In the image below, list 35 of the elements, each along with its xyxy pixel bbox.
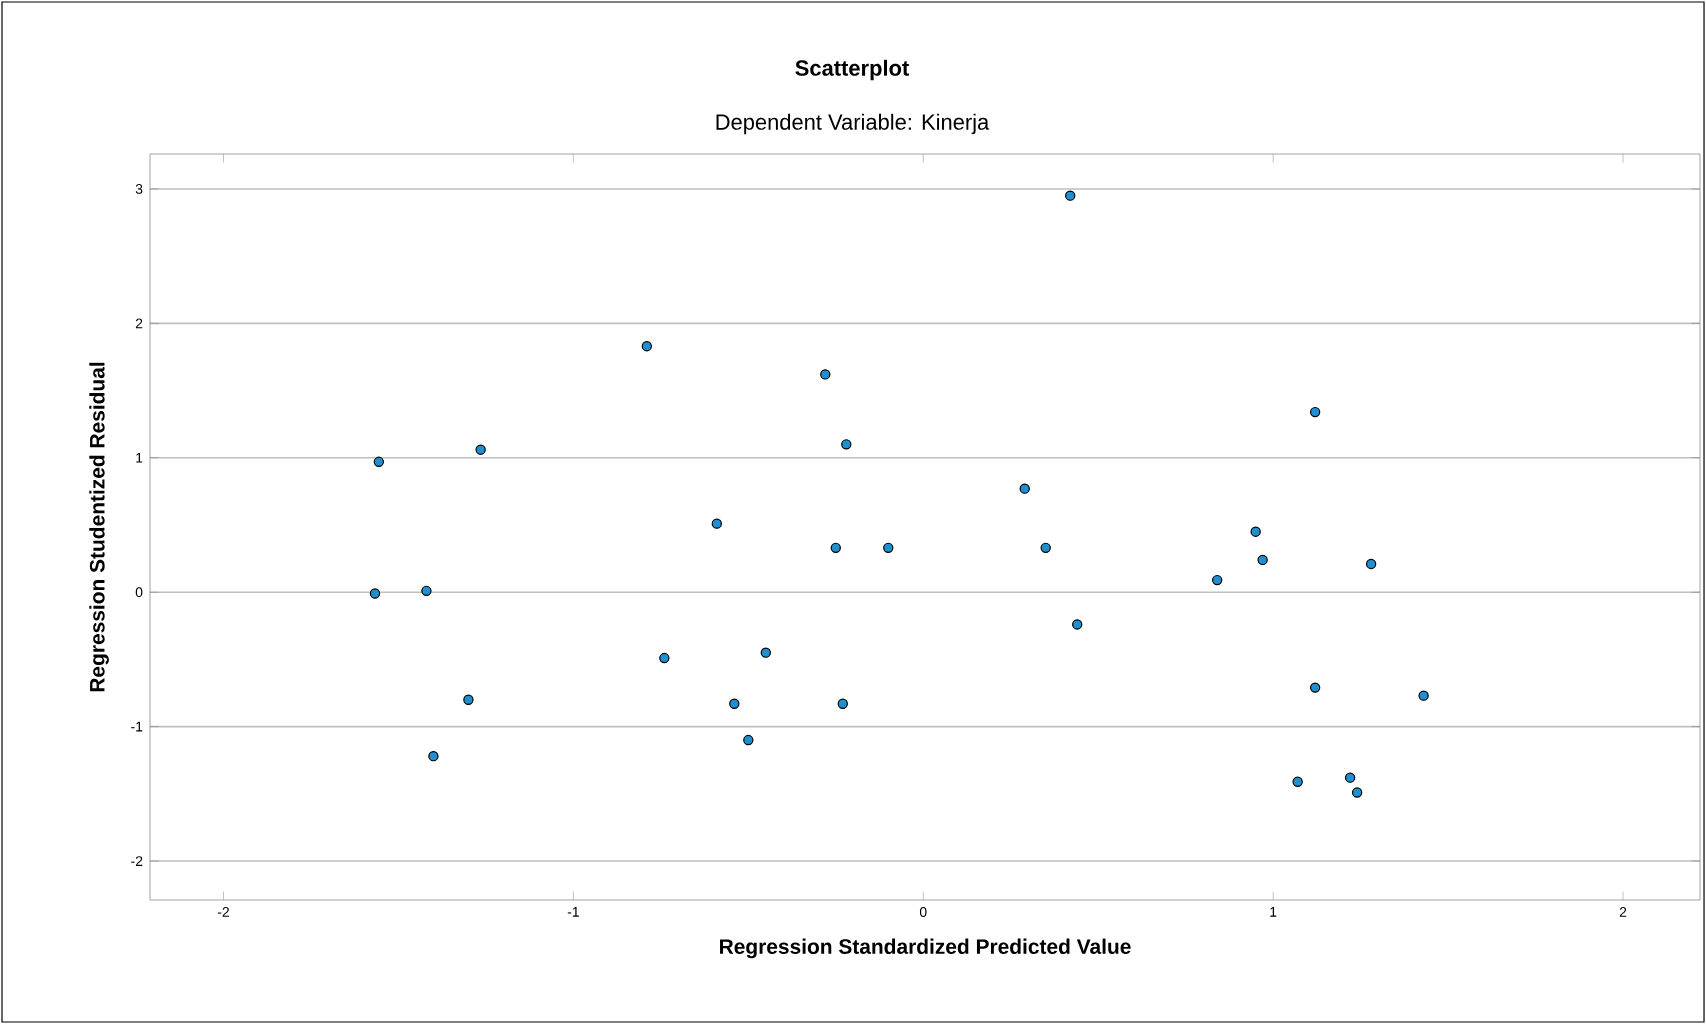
point (1292, 776, 1303, 787)
point (711, 518, 723, 529)
point (820, 369, 831, 380)
point (760, 647, 771, 658)
point (659, 652, 670, 664)
chart-title: Scatterplot (795, 59, 909, 81)
point (1418, 690, 1429, 701)
point (1309, 682, 1321, 693)
point (883, 542, 894, 554)
point (743, 734, 754, 746)
point (1344, 772, 1356, 783)
point (841, 439, 852, 450)
chart-subtitle: Dependent Variable: Kinerja (716, 113, 990, 135)
point (1257, 554, 1268, 566)
point (1019, 483, 1030, 494)
point (830, 542, 841, 554)
point (1065, 190, 1076, 201)
point (729, 698, 740, 709)
point (1250, 526, 1261, 537)
point (1072, 619, 1083, 630)
point (1040, 542, 1051, 554)
point (1211, 574, 1223, 586)
point (475, 444, 486, 455)
point (421, 585, 432, 597)
x-axis-title: Regression Standardized Predicted Value (720, 938, 1131, 959)
point (369, 588, 381, 599)
point (373, 456, 385, 467)
point (1365, 558, 1377, 570)
point (837, 698, 848, 709)
point (1351, 787, 1363, 798)
point (1309, 406, 1321, 418)
point (641, 341, 653, 352)
point (428, 750, 439, 762)
y-axis-title: Regression Studentized Residual (89, 362, 109, 692)
point (463, 694, 474, 705)
